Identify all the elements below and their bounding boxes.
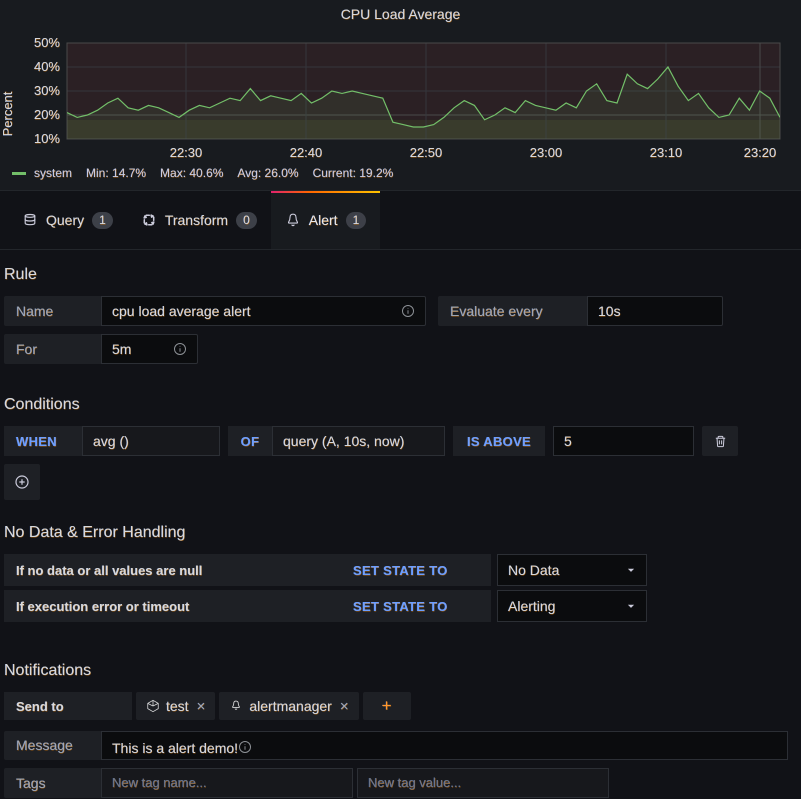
svg-text:23:00: 23:00: [530, 145, 563, 160]
svg-text:23:10: 23:10: [650, 145, 683, 160]
svg-text:50%: 50%: [34, 35, 60, 50]
svg-text:22:30: 22:30: [170, 145, 203, 160]
svg-text:30%: 30%: [34, 83, 60, 98]
svg-text:23:20: 23:20: [744, 145, 777, 160]
svg-text:20%: 20%: [34, 107, 60, 122]
svg-text:22:40: 22:40: [290, 145, 323, 160]
svg-text:40%: 40%: [34, 59, 60, 74]
svg-text:Percent: Percent: [0, 91, 15, 136]
svg-text:22:50: 22:50: [410, 145, 443, 160]
svg-text:10%: 10%: [34, 131, 60, 146]
